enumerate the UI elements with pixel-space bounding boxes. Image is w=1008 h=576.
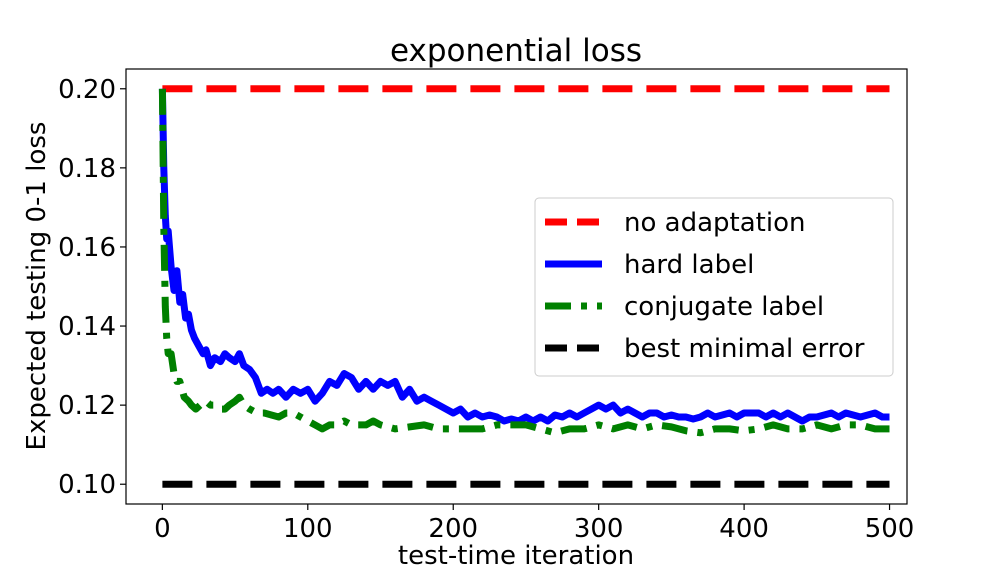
y-tick-label: 0.20 <box>58 75 116 105</box>
x-tick-label: 500 <box>865 514 915 544</box>
legend: no adaptation hard label conjugate label be… <box>534 197 894 377</box>
legend-label: no adaptation <box>624 208 805 238</box>
legend-label: hard label <box>624 250 754 280</box>
legend-label: best minimal error <box>624 334 865 364</box>
x-axis-label: test-time iteration <box>398 541 634 571</box>
x-tick-label: 0 <box>154 514 171 544</box>
series-line-conjugate-label <box>158 88 890 437</box>
y-tick-label: 0.10 <box>58 470 116 500</box>
y-tick-label: 0.12 <box>58 391 116 421</box>
series-line-hard-label <box>158 88 890 425</box>
y-axis-label: Expected testing 0-1 loss <box>22 122 52 451</box>
x-axis: 0 100 200 300 400 500 <box>154 504 914 544</box>
y-axis: 0.10 0.12 0.14 0.16 0.18 0.20 <box>58 75 126 500</box>
legend-label: conjugate label <box>624 292 824 322</box>
chart-title: exponential loss <box>390 33 642 69</box>
x-tick-label: 100 <box>283 514 333 544</box>
series-layer <box>158 85 890 488</box>
x-tick-label: 200 <box>428 514 478 544</box>
y-tick-label: 0.18 <box>58 154 116 184</box>
x-tick-label: 300 <box>574 514 624 544</box>
legend-frame <box>534 197 894 377</box>
y-tick-label: 0.14 <box>58 312 116 342</box>
x-tick-label: 400 <box>719 514 769 544</box>
y-tick-label: 0.16 <box>58 233 116 263</box>
